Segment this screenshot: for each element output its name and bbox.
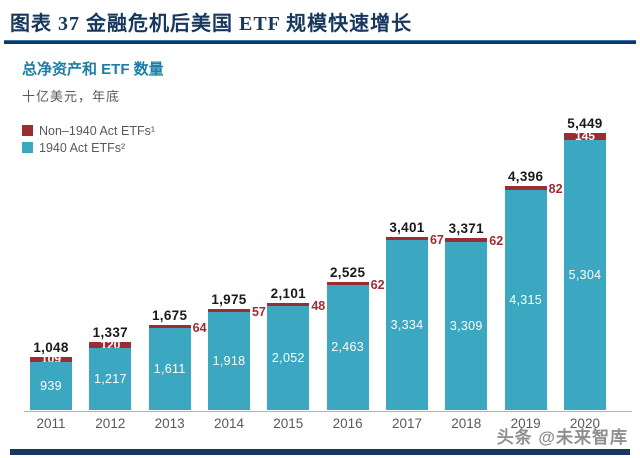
bar-total-label: 1,048: [33, 339, 69, 355]
legend: Non–1940 Act ETFs¹ 1940 Act ETFs²: [22, 122, 640, 156]
non1940-value-label: 64: [192, 320, 207, 335]
legend-item-1: 1940 Act ETFs²: [22, 139, 640, 156]
bar-segment-1940-act: 2,052: [267, 305, 310, 410]
bar-column-2017: 3,401 67 3,334: [385, 219, 444, 410]
bar-segment-non1940-act: 145: [563, 129, 606, 144]
act1940-value-label: 2,463: [331, 340, 365, 355]
bar-segment-non1940-act: 82: [504, 183, 563, 195]
chart-subtitle: 总净资产和 ETF 数量: [22, 61, 164, 78]
legend-label-1: 1940 Act ETFs²: [39, 140, 126, 155]
act1940-value-label: 1,918: [212, 354, 246, 369]
bar-total-label: 1,337: [92, 324, 128, 340]
bar-column-2011: 1,048 109 939: [30, 340, 72, 410]
legend-swatch-1: [22, 142, 33, 153]
footer-bar: [10, 449, 630, 455]
x-axis-label-2014: 2014: [213, 416, 244, 431]
bar-segment-1940-act: 3,309: [445, 241, 488, 410]
x-axis-label-2020: 2020: [569, 416, 600, 431]
x-axis-label-2015: 2015: [273, 416, 304, 431]
bar-segment-non1940-act: 64: [148, 322, 207, 334]
x-axis-label-2012: 2012: [95, 416, 126, 431]
non1940-value-label: 67: [429, 232, 444, 247]
x-axis-label-2011: 2011: [36, 416, 66, 431]
bar-segment-non1940-act: 57: [207, 306, 266, 318]
x-axis-label-2016: 2016: [332, 416, 363, 431]
legend-swatch-0: [22, 125, 33, 136]
bar-total-label: 1,675: [152, 307, 188, 323]
bar-segment-1940-act: 4,315: [504, 190, 547, 410]
bar-total-label: 2,525: [329, 264, 366, 280]
bar-column-2012: 1,337 120 1,217: [89, 324, 132, 410]
bar-column-2015: 2,101 48 2,052: [267, 285, 325, 410]
bar-segment-non1940-act: 62: [445, 235, 503, 247]
x-axis-labels: 2011 2012 2013 2014 2015 2016 2017 2018 2019 2020: [30, 416, 606, 431]
bar-column-2019: 4,396 82 4,315: [504, 169, 563, 410]
bar-segment-1940-act: 5,304: [563, 140, 606, 410]
bar-column-2014: 1,975 57 1,918: [207, 292, 266, 410]
bar-segment-non1940-act: 62: [326, 279, 385, 291]
chart-unit-note: 十亿美元，年底: [22, 89, 121, 104]
bar-segment-1940-act: 1,611: [148, 328, 191, 410]
bar-segment-non1940-act: 48: [267, 300, 325, 312]
x-axis-label-2019: 2019: [510, 416, 541, 431]
bar-total-label: 1,975: [211, 292, 247, 308]
non1940-value-label: 120: [100, 338, 121, 353]
non1940-value-label: 145: [574, 129, 595, 144]
x-axis-label-2013: 2013: [154, 416, 185, 431]
non1940-value-label: 62: [370, 277, 385, 292]
bar-segment-1940-act: 2,463: [326, 284, 369, 410]
x-axis-line: [24, 411, 632, 412]
bar-segment-1940-act: 939: [30, 362, 72, 410]
legend-label-0: Non–1940 Act ETFs¹: [39, 123, 156, 138]
non1940-value-label: 82: [548, 182, 563, 197]
plot: 1,048 109 939 1,337 120 1,217 1,675 64 1,611 1,97…: [30, 116, 606, 410]
non1940-value-label: 62: [489, 234, 504, 249]
act1940-value-label: 939: [40, 379, 62, 394]
bar-column-2013: 1,675 64 1,611: [148, 307, 207, 410]
act1940-value-label: 1,611: [153, 362, 186, 376]
bar-segment-1940-act: 3,334: [385, 240, 428, 410]
bar-total-label: 3,401: [389, 219, 425, 235]
title-divider: [4, 40, 636, 44]
bar-total-label: 5,449: [567, 115, 603, 131]
bar-column-2018: 3,371 62 3,309: [445, 221, 503, 410]
bar-total-label: 4,396: [507, 169, 544, 185]
bar-segment-1940-act: 1,918: [207, 312, 250, 410]
bar-total-label: 2,101: [270, 285, 306, 301]
non1940-value-label: 57: [251, 305, 266, 320]
x-axis-label-2017: 2017: [391, 416, 422, 431]
bar-total-label: 3,371: [448, 221, 484, 237]
x-axis-label-2018: 2018: [451, 416, 482, 431]
act1940-value-label: 2,052: [271, 350, 305, 365]
act1940-value-label: 3,309: [449, 318, 483, 333]
act1940-value-label: 1,217: [93, 372, 127, 387]
bar-segment-1940-act: 1,217: [89, 348, 132, 410]
non1940-value-label: 48: [311, 298, 326, 313]
bar-column-2016: 2,525 62 2,463: [326, 264, 385, 410]
act1940-value-label: 5,304: [568, 268, 602, 283]
page-title: 图表 37 金融危机后美国 ETF 规模快速增长: [10, 13, 413, 35]
bar-segment-non1940-act: 120: [89, 338, 132, 353]
bar-segment-non1940-act: 67: [385, 234, 444, 246]
act1940-value-label: 3,334: [390, 318, 424, 333]
act1940-value-label: 4,315: [509, 293, 543, 308]
watermark: 头条 @未来智库: [496, 428, 628, 447]
legend-item-0: Non–1940 Act ETFs¹: [22, 122, 640, 139]
bar-column-2020: 5,449 145 5,304: [563, 115, 606, 410]
